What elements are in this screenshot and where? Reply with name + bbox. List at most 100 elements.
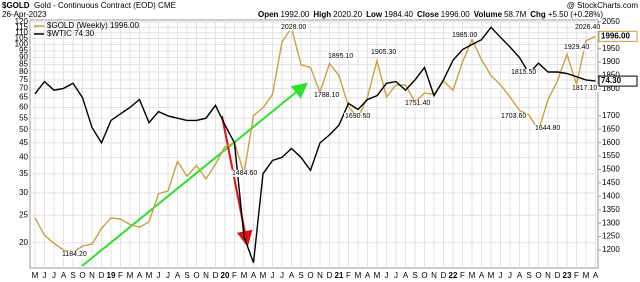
- y-tick-label: 90: [19, 53, 28, 62]
- annotation: 1815.50: [511, 69, 536, 76]
- x-tick-label: M: [127, 271, 134, 280]
- y-tick-label: 115: [15, 22, 28, 31]
- x-tick-label: O: [535, 271, 541, 280]
- annotation: 1817.10: [572, 85, 597, 92]
- y2-tick-label: 2050: [602, 17, 620, 26]
- y-tick-label: 95: [19, 46, 28, 55]
- x-tick-label: J: [166, 271, 170, 280]
- y2-tick-label: 1250: [602, 232, 620, 241]
- annotation-bg: [344, 112, 372, 120]
- y-tick-label: 105: [15, 34, 29, 43]
- x-tick-label: J: [52, 271, 56, 280]
- annotation-bg: [280, 23, 308, 31]
- last-value-box: [598, 75, 638, 87]
- annotation: 1788.10: [314, 92, 339, 99]
- x-tick-label: S: [298, 271, 303, 280]
- x-tick-label: A: [403, 271, 409, 280]
- annotation: 1690.50: [345, 113, 370, 120]
- last-value-label: 74.30: [601, 76, 622, 85]
- quote-label: High: [313, 10, 331, 19]
- y-tick-label: 85: [19, 60, 28, 69]
- x-tick-label: N: [89, 271, 95, 280]
- x-tick-label: O: [79, 271, 85, 280]
- x-tick-label: F: [118, 271, 123, 280]
- quote-value: 1992.00: [280, 10, 309, 19]
- y-tick-label: 70: [19, 84, 28, 93]
- x-tick-label: F: [574, 271, 579, 280]
- x-tick-label: F: [232, 271, 237, 280]
- annotation-bg: [370, 48, 398, 56]
- y2-tick-label: 1350: [602, 205, 620, 214]
- x-tick-label: J: [499, 271, 503, 280]
- x-tick-label: 19: [107, 271, 116, 280]
- x-tick-label: N: [317, 271, 323, 280]
- x-tick-label: J: [271, 271, 275, 280]
- y-tick-label: 60: [19, 103, 28, 112]
- y-tick-label: 50: [19, 125, 28, 134]
- y2-tick-label: 1800: [602, 84, 620, 93]
- x-tick-label: A: [289, 271, 295, 280]
- plot-frame: [29, 19, 599, 269]
- y2-tick-label: 1200: [602, 245, 620, 254]
- x-tick-label: M: [355, 271, 362, 280]
- annotation: 1644.80: [535, 125, 560, 132]
- x-tick-label: A: [517, 271, 523, 280]
- series-line: [34, 26, 596, 253]
- annotation: 2026.40: [575, 24, 600, 31]
- x-tick-label: F: [460, 271, 465, 280]
- y-tick-label: 40: [19, 153, 28, 162]
- x-tick-label: D: [213, 271, 219, 280]
- y-tick-label: 35: [19, 169, 28, 178]
- y2-tick-label: 1850: [602, 71, 620, 80]
- x-tick-label: A: [137, 271, 143, 280]
- legend-entry: $WTIC 74.30: [47, 29, 95, 38]
- y-tick-label: 20: [19, 238, 28, 247]
- quote: Open 1992.00 High 2020.20 Low 1984.40 Close 199…: [258, 10, 603, 19]
- last-value-label: 1996.00: [601, 31, 630, 40]
- x-tick-label: O: [307, 271, 313, 280]
- x-tick-label: J: [385, 271, 389, 280]
- x-tick-label: M: [488, 271, 495, 280]
- x-tick-label: M: [583, 271, 590, 280]
- y-tick-label: 65: [19, 93, 28, 102]
- symbol: $GOLD: [2, 1, 30, 10]
- x-tick-label: D: [327, 271, 333, 280]
- y-tick-label: 120: [15, 17, 29, 26]
- quote-value: +5.50 (+0.28%): [548, 10, 603, 19]
- annotation-bg: [510, 68, 538, 76]
- x-tick-label: A: [61, 271, 67, 280]
- x-tick-label: 21: [335, 271, 344, 280]
- x-tick-label: A: [479, 271, 485, 280]
- chart-title: Gold - Continuous Contract (EOD) CME: [34, 1, 176, 10]
- x-tick-label: O: [421, 271, 427, 280]
- x-tick-label: J: [43, 271, 47, 280]
- quote-label: Chg: [530, 10, 546, 19]
- x-tick-label: S: [526, 271, 531, 280]
- x-tick-label: D: [99, 271, 105, 280]
- x-tick-label: O: [193, 271, 199, 280]
- quote-value: 2020.20: [333, 10, 362, 19]
- x-tick-label: 23: [563, 271, 572, 280]
- y2-tick-label: 1650: [602, 124, 620, 133]
- x-tick-label: A: [365, 271, 371, 280]
- annotation: 1703.60: [501, 113, 526, 120]
- annotation-bg: [61, 250, 88, 258]
- x-tick-label: S: [184, 271, 189, 280]
- annotation-bg: [500, 112, 528, 120]
- annotation: 1184.20: [62, 251, 87, 258]
- annotation-bg: [313, 91, 341, 99]
- quote-label: Open: [258, 10, 279, 19]
- last-value-box: [598, 30, 638, 42]
- y2-tick-label: 1600: [602, 138, 620, 147]
- x-tick-label: J: [508, 271, 512, 280]
- annotation-bg: [327, 52, 355, 60]
- x-tick-label: M: [146, 271, 153, 280]
- annotation-bg: [571, 84, 599, 92]
- x-tick-label: 20: [221, 271, 230, 280]
- annotation: 2028.00: [281, 24, 306, 31]
- annotation-bg: [231, 169, 259, 177]
- legend-entry: $GOLD (Weekly) 1996.00: [47, 21, 139, 30]
- y-tick-label: 25: [19, 210, 28, 219]
- y2-tick-label: 1500: [602, 165, 620, 174]
